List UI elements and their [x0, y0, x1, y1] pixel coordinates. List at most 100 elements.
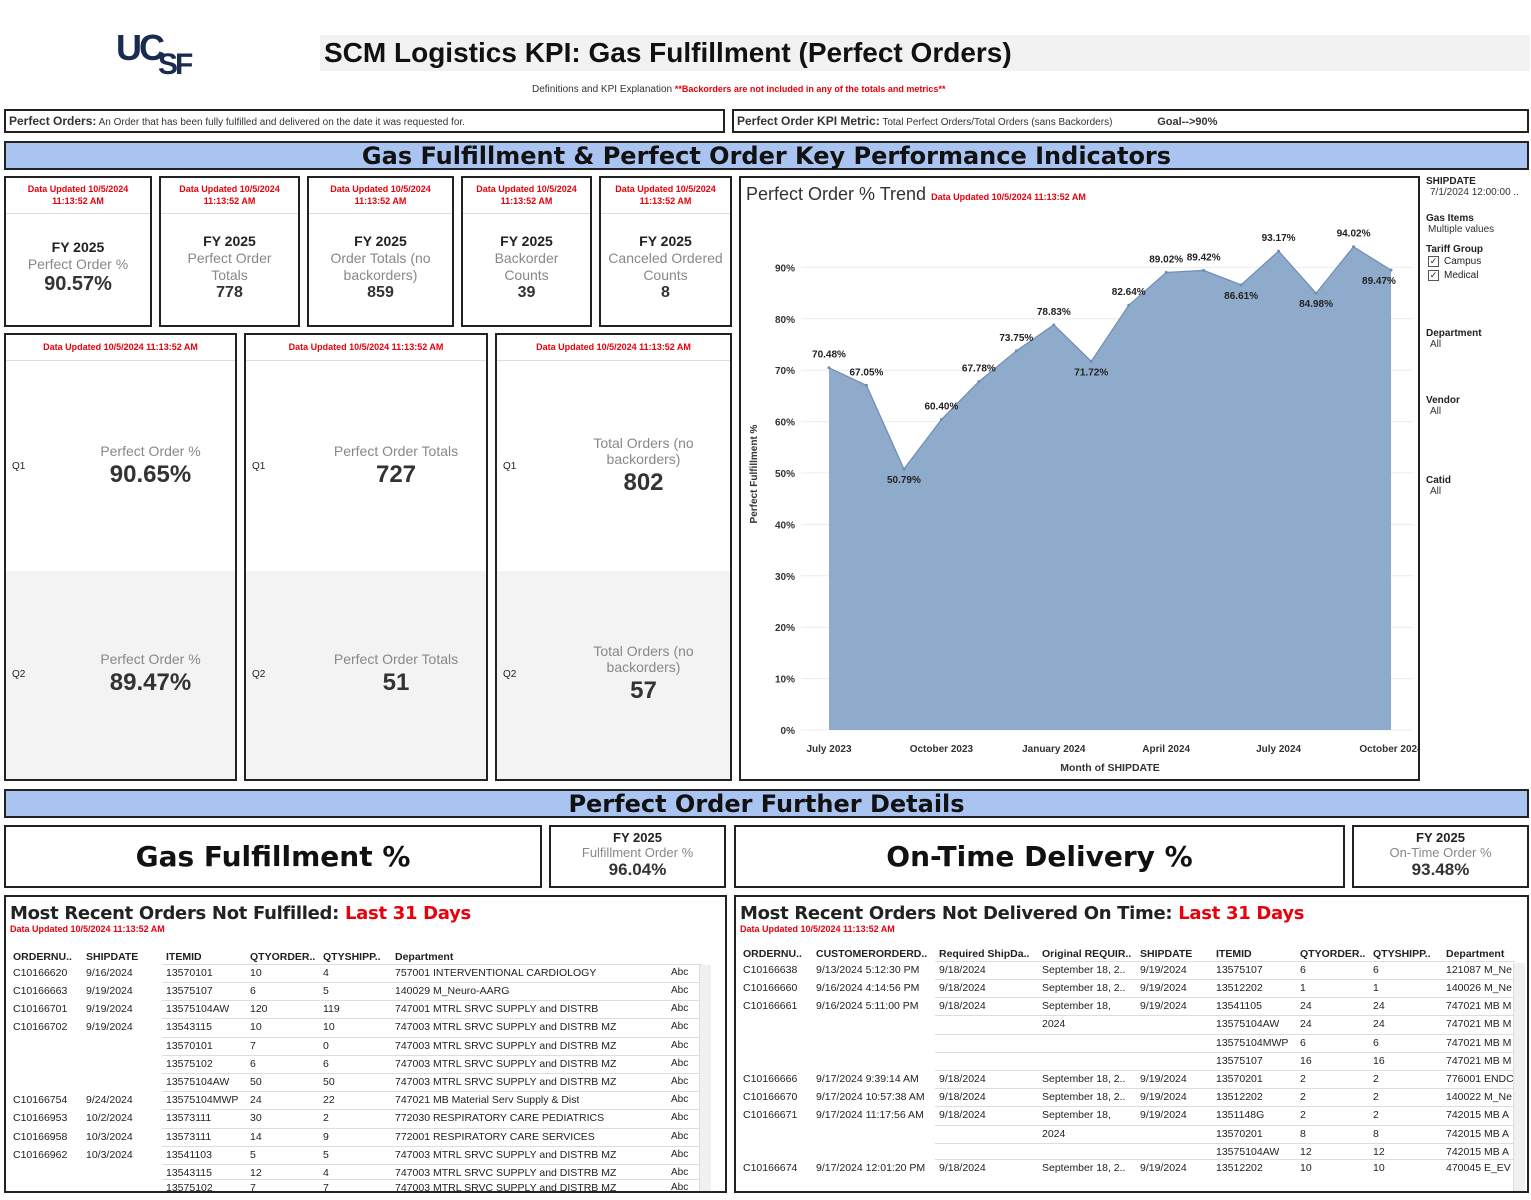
table-cell: 9/18/2024 — [939, 1000, 986, 1012]
filter-panel: SHIPDATE 7/1/2024 12:00:00 .. Gas Items … — [1426, 176, 1530, 497]
vertical-scrollbar[interactable] — [1513, 963, 1525, 1191]
data-updated-label: Data Updated 10/5/2024 11:13:52 AM — [497, 335, 730, 361]
column-header[interactable]: Department — [395, 951, 454, 963]
table-cell: Abc — [671, 1040, 689, 1051]
table-cell: 747003 MTRL SRVC SUPPLY and DISTRB MZ — [395, 1076, 617, 1088]
table-cell: Abc — [671, 1021, 689, 1032]
table-cell: 747001 MTRL SRVC SUPPLY and DISTRB — [395, 1003, 599, 1015]
gas-fulfillment-kpi: FY 2025 Fulfillment Order % 96.04% — [549, 825, 726, 888]
data-point — [1164, 270, 1168, 274]
ucsf-logo: UCSF — [116, 27, 193, 81]
data-label: 78.83% — [1037, 307, 1071, 318]
table-cell: C10166620 — [13, 967, 68, 979]
table-cell: 2024 — [1042, 1128, 1066, 1140]
y-tick-label: 80% — [775, 315, 795, 326]
table-cell: 9/18/2024 — [939, 964, 986, 976]
table-cell: C10166666 — [743, 1073, 798, 1085]
data-updated-label: Data Updated 10/5/2024 11:13:52 AM — [6, 178, 150, 214]
table-cell: 747003 MTRL SRVC SUPPLY and DISTRB MZ — [395, 1182, 617, 1193]
data-label: 60.40% — [924, 402, 958, 413]
y-tick-label: 0% — [781, 726, 796, 737]
column-header[interactable]: ITEMID — [1216, 948, 1252, 960]
table-cell: 140022 M_Ne — [1446, 1091, 1512, 1103]
shipdate-filter-value[interactable]: 7/1/2024 12:00:00 .. — [1430, 187, 1519, 198]
table-cell: 13570101 — [166, 967, 213, 979]
table-cell: 9/17/2024 12:01:20 PM — [816, 1162, 926, 1174]
data-point — [1202, 268, 1206, 272]
y-tick-label: 90% — [775, 263, 795, 274]
table-cell: 1 — [1373, 982, 1379, 994]
department-filter-value[interactable]: All — [1430, 339, 1442, 351]
column-header[interactable]: ORDERNU.. — [13, 951, 72, 963]
table-cell: 30 — [250, 1112, 262, 1124]
column-header[interactable]: Original REQUIR.. — [1042, 948, 1132, 960]
series-line — [828, 245, 1392, 471]
column-header[interactable]: SHIPDATE — [1140, 948, 1193, 960]
row-divider — [162, 1164, 702, 1165]
table-cell: C10166953 — [13, 1112, 68, 1124]
column-header[interactable]: QTYSHIPP.. — [323, 951, 381, 963]
checkbox-checked-icon[interactable]: ✓ — [1428, 270, 1439, 282]
table-cell: 747021 MB M — [1446, 1000, 1512, 1012]
row-divider — [162, 1091, 702, 1092]
table-cell: 13570101 — [166, 1040, 213, 1052]
table-cell: 2024 — [1042, 1018, 1066, 1030]
trend-chart[interactable]: 0% 10% 20% 30% 40% 50% 60% 70% 80% 90% 70.48% 67.05… — [741, 178, 1418, 779]
row-divider — [935, 1159, 1515, 1160]
table-cell: September 18, 2.. — [1042, 964, 1126, 976]
column-header[interactable]: ORDERNU.. — [743, 948, 802, 960]
column-header[interactable]: Department — [1446, 948, 1505, 960]
table-title: Most Recent Orders Not Fulfilled: Last 3… — [10, 903, 471, 924]
y-tick-label: 40% — [775, 520, 795, 531]
tariff-campus-option[interactable]: ✓ Campus — [1428, 256, 1482, 268]
gas-items-filter-value[interactable]: Multiple values — [1428, 224, 1495, 235]
kpi-section-banner: Gas Fulfillment & Perfect Order Key Perf… — [4, 141, 1529, 170]
goal-label: Goal-->90% — [1157, 116, 1218, 128]
data-point — [1314, 291, 1318, 295]
vendor-filter-value[interactable]: All — [1430, 406, 1442, 418]
table-cell: C10166638 — [743, 964, 798, 976]
table-cell: Abc — [671, 1131, 689, 1142]
table-cell: 9/18/2024 — [939, 1091, 986, 1103]
row-divider — [935, 1052, 1515, 1053]
vertical-scrollbar[interactable] — [699, 965, 711, 1191]
catid-filter-label: Catid — [1426, 475, 1451, 487]
table-cell: 9/18/2024 — [939, 1109, 986, 1121]
table-cell: 13575107 — [1216, 1055, 1263, 1067]
column-header[interactable]: ITEMID — [166, 951, 202, 963]
backorder-note: **Backorders are not included in any of … — [674, 84, 946, 94]
table-cell: C10166754 — [13, 1094, 68, 1106]
table-cell: 24 — [250, 1094, 262, 1106]
page-title: SCM Logistics KPI: Gas Fulfillment (Perf… — [320, 35, 1530, 71]
checkbox-checked-icon[interactable]: ✓ — [1428, 256, 1439, 267]
column-header[interactable]: QTYSHIPP.. — [1373, 948, 1431, 960]
data-label: 93.17% — [1262, 233, 1296, 244]
row-divider — [162, 1055, 702, 1056]
row-divider — [162, 964, 702, 965]
row-divider — [935, 979, 1515, 980]
table-cell: C10166671 — [743, 1109, 798, 1121]
table-cell: 13575104AW — [166, 1003, 230, 1015]
table-cell: 50 — [250, 1076, 262, 1088]
column-header[interactable]: Required ShipDa.. — [939, 948, 1030, 960]
column-header[interactable]: SHIPDATE — [86, 951, 139, 963]
table-cell: 9 — [323, 1131, 329, 1143]
on-time-delivery-heading: On-Time Delivery % — [734, 825, 1345, 888]
table-cell: 9/19/2024 — [86, 1003, 133, 1015]
table-cell: 9/18/2024 — [939, 1073, 986, 1085]
table-cell: September 18, 2.. — [1042, 1073, 1126, 1085]
orders-not-fulfilled-table: Most Recent Orders Not Fulfilled: Last 3… — [4, 895, 727, 1193]
column-header[interactable]: QTYORDER.. — [1300, 948, 1366, 960]
column-header[interactable]: QTYORDER.. — [250, 951, 316, 963]
table-cell: 13541105 — [1216, 1000, 1262, 1012]
catid-filter-value[interactable]: All — [1430, 486, 1442, 498]
shipdate-filter-label: SHIPDATE — [1426, 176, 1476, 187]
tariff-medical-option[interactable]: ✓ Medical — [1428, 270, 1479, 282]
table-cell: 747003 MTRL SRVC SUPPLY and DISTRB MZ — [395, 1040, 617, 1052]
data-label: 84.98% — [1299, 299, 1333, 310]
column-header[interactable]: CUSTOMERORDERD.. — [816, 948, 928, 960]
data-label: 73.75% — [999, 333, 1033, 344]
table-cell: 121087 M_Ne — [1446, 964, 1512, 976]
table-cell: 16 — [1300, 1055, 1312, 1067]
table-cell: C10166962 — [13, 1149, 68, 1161]
